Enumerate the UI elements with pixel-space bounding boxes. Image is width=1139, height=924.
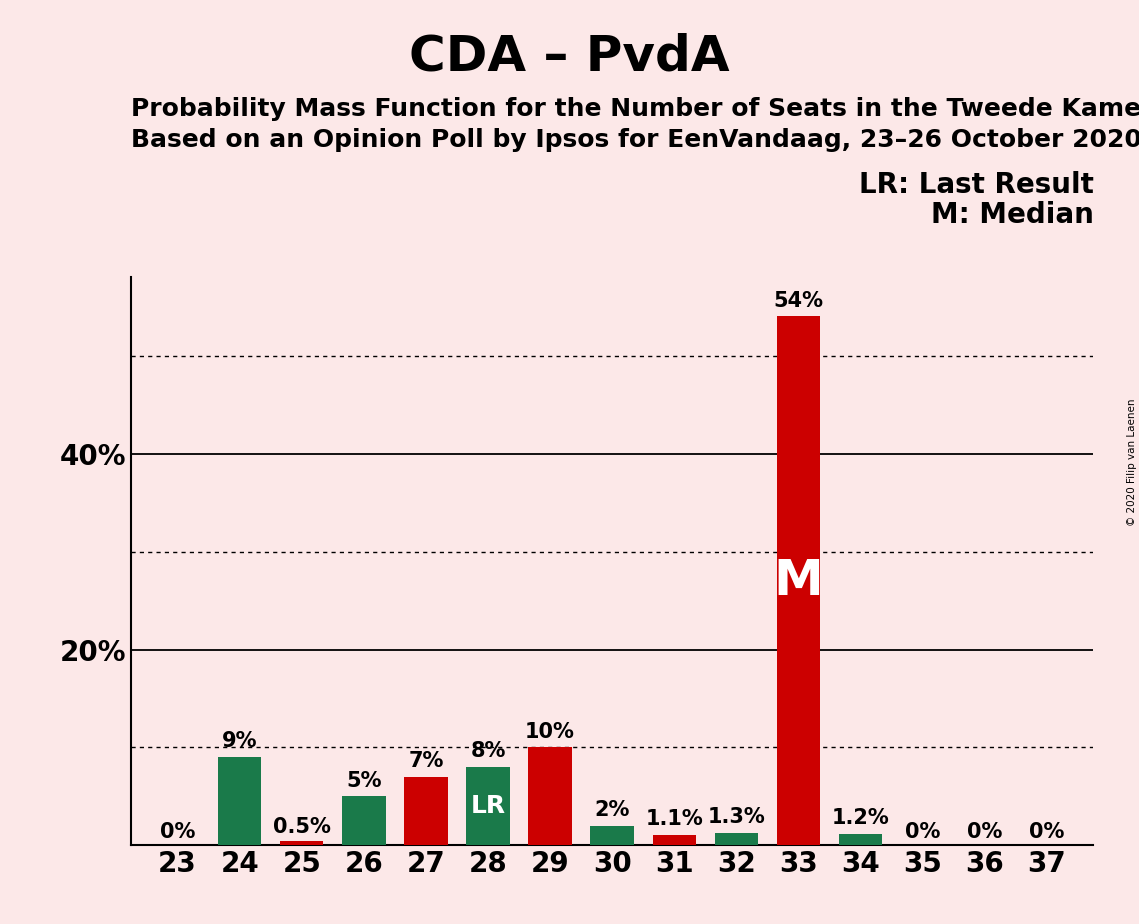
Text: Probability Mass Function for the Number of Seats in the Tweede Kamer: Probability Mass Function for the Number… [131, 97, 1139, 121]
Text: 0%: 0% [159, 821, 195, 842]
Text: 2%: 2% [595, 800, 630, 820]
Text: 9%: 9% [222, 732, 257, 751]
Bar [218, 758, 261, 845]
Text: 7%: 7% [408, 751, 443, 771]
Bar [714, 833, 759, 845]
Bar [590, 826, 634, 845]
Text: 10%: 10% [525, 722, 575, 742]
Bar [777, 316, 820, 845]
Text: 5%: 5% [346, 771, 382, 791]
Text: 0%: 0% [906, 821, 941, 842]
Text: LR: LR [470, 795, 506, 819]
Text: 1.2%: 1.2% [831, 808, 890, 828]
Text: CDA – PvdA: CDA – PvdA [409, 32, 730, 80]
Bar [528, 748, 572, 845]
Text: LR: Last Result: LR: Last Result [859, 171, 1093, 199]
Text: M: M [773, 557, 823, 605]
Bar [280, 841, 323, 845]
Text: M: Median: M: Median [931, 201, 1093, 229]
Text: © 2020 Filip van Laenen: © 2020 Filip van Laenen [1126, 398, 1137, 526]
Text: 54%: 54% [773, 290, 823, 310]
Text: 0%: 0% [967, 821, 1002, 842]
Text: 1.3%: 1.3% [707, 807, 765, 827]
Text: 1.1%: 1.1% [646, 808, 703, 829]
Bar [404, 777, 448, 845]
Text: 8%: 8% [470, 741, 506, 761]
Bar [342, 796, 386, 845]
Text: Based on an Opinion Poll by Ipsos for EenVandaag, 23–26 October 2020: Based on an Opinion Poll by Ipsos for Ee… [131, 128, 1139, 152]
Text: 0.5%: 0.5% [273, 817, 330, 836]
Text: 0%: 0% [1030, 821, 1065, 842]
Bar [466, 767, 510, 845]
Bar [653, 834, 696, 845]
Bar [838, 833, 883, 845]
